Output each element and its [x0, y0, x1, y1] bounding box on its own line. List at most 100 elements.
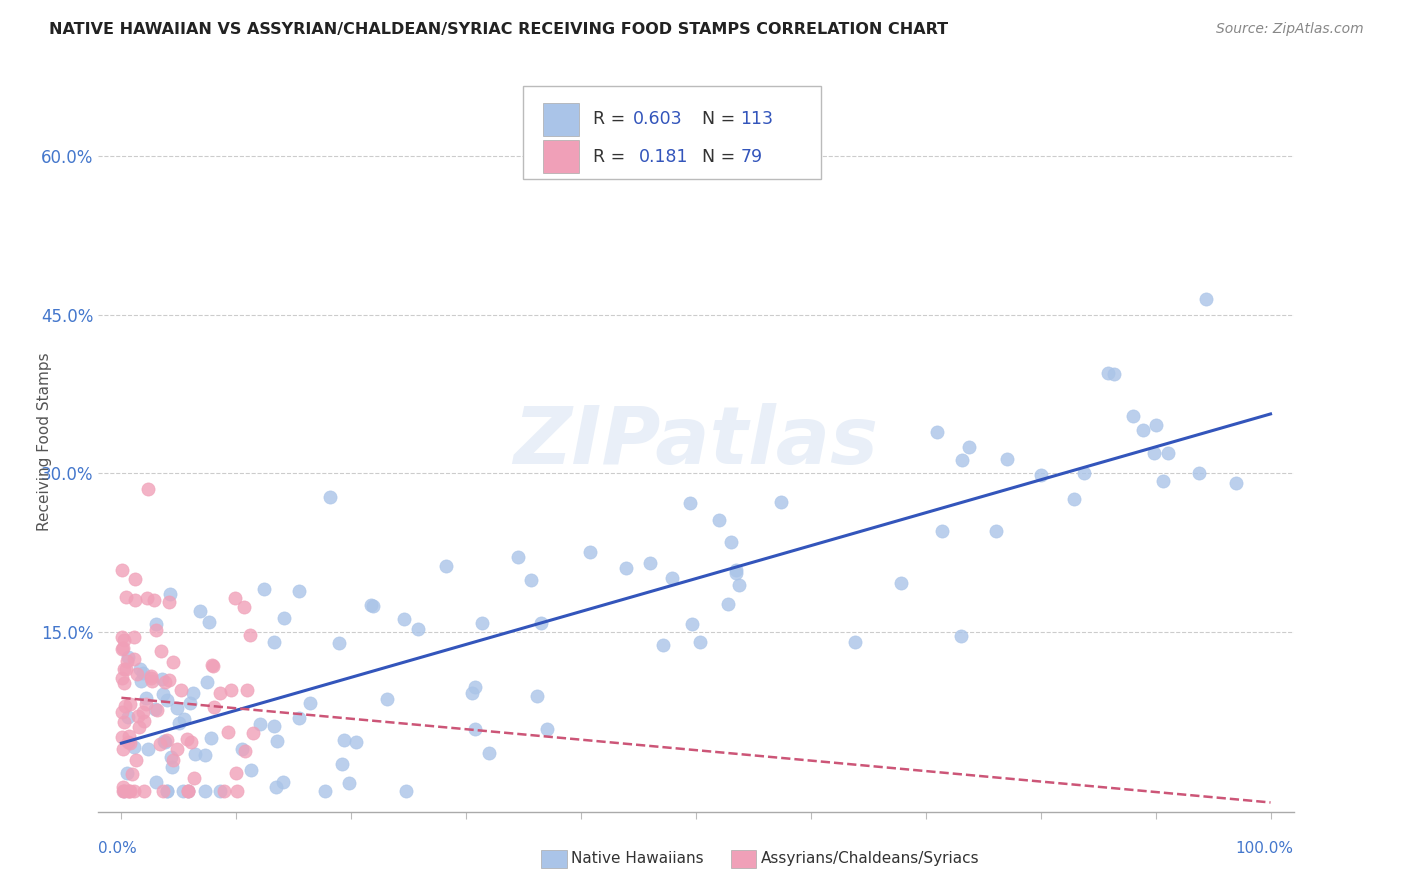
Point [330, 757, 353, 772]
Bar [543, 140, 579, 173]
Point [143, 701, 166, 715]
Point [890, 575, 912, 590]
Point [112, 661, 135, 675]
Text: NATIVE HAWAIIAN VS ASSYRIAN/CHALDEAN/SYRIAC RECEIVING FOOD STAMPS CORRELATION CH: NATIVE HAWAIIAN VS ASSYRIAN/CHALDEAN/SYR… [49, 22, 948, 37]
Point [984, 524, 1007, 539]
Point [114, 714, 136, 729]
Point [184, 747, 207, 762]
Point [177, 783, 200, 797]
Point [111, 630, 134, 644]
Point [1157, 446, 1180, 460]
Point [150, 673, 173, 687]
Point [661, 571, 683, 585]
Point [194, 783, 217, 797]
Point [1188, 466, 1211, 480]
Point [176, 732, 198, 747]
Point [578, 545, 600, 559]
Point [170, 683, 193, 698]
Point [1152, 475, 1174, 489]
Text: N =: N = [692, 147, 741, 166]
Point [194, 747, 217, 762]
Point [679, 495, 702, 509]
Point [125, 667, 148, 681]
Point [288, 711, 311, 725]
Point [181, 686, 204, 700]
Point [337, 776, 360, 790]
Point [263, 635, 285, 649]
Text: 113: 113 [740, 111, 773, 128]
Point [177, 783, 200, 797]
Point [111, 671, 134, 685]
Text: 0.603: 0.603 [633, 111, 682, 128]
Point [239, 628, 262, 642]
Point [266, 734, 288, 748]
Point [160, 760, 183, 774]
Point [530, 615, 553, 630]
Point [118, 697, 141, 711]
Point [112, 632, 135, 647]
Point [242, 725, 264, 739]
Point [145, 616, 167, 631]
Point [122, 783, 145, 797]
Point [375, 692, 398, 706]
Point [957, 440, 980, 454]
Point [152, 783, 174, 797]
Point [132, 783, 155, 797]
Point [143, 593, 166, 607]
Point [1122, 409, 1144, 424]
Point [195, 675, 218, 690]
Text: 100.0%: 100.0% [1236, 841, 1294, 856]
Point [927, 425, 949, 439]
Point [931, 524, 953, 538]
Point [717, 597, 740, 611]
Point [995, 452, 1018, 467]
Point [520, 573, 543, 587]
Point [224, 591, 246, 606]
Point [1029, 467, 1052, 482]
Point [231, 741, 253, 756]
Point [110, 730, 132, 744]
Point [681, 617, 703, 632]
Bar [543, 103, 579, 136]
Point [118, 729, 141, 743]
Point [141, 674, 163, 689]
Point [202, 659, 225, 673]
Point [461, 686, 484, 700]
Point [1225, 475, 1247, 490]
Point [112, 783, 135, 797]
Point [434, 558, 457, 573]
Point [200, 731, 222, 746]
Point [1195, 293, 1218, 307]
Point [226, 783, 249, 797]
Point [117, 783, 139, 797]
Point [202, 699, 225, 714]
Point [112, 783, 135, 797]
Point [120, 735, 142, 749]
Point [155, 783, 177, 797]
Point [146, 703, 169, 717]
Point [129, 662, 152, 676]
Point [233, 600, 256, 615]
Point [156, 732, 179, 747]
Point [124, 652, 146, 666]
Point [111, 642, 134, 657]
Point [950, 453, 973, 467]
Point [162, 655, 184, 669]
Point [131, 665, 153, 680]
Point [464, 723, 486, 737]
Point [179, 697, 201, 711]
Point [129, 673, 152, 688]
Point [225, 766, 247, 780]
Point [361, 599, 384, 613]
Point [125, 753, 148, 767]
Point [478, 746, 501, 760]
Point [157, 673, 180, 687]
Point [166, 742, 188, 756]
Point [157, 595, 180, 609]
Point [117, 735, 139, 749]
Point [112, 675, 135, 690]
Point [135, 691, 157, 706]
Point [333, 733, 356, 747]
Point [124, 593, 146, 607]
Point [638, 557, 661, 571]
